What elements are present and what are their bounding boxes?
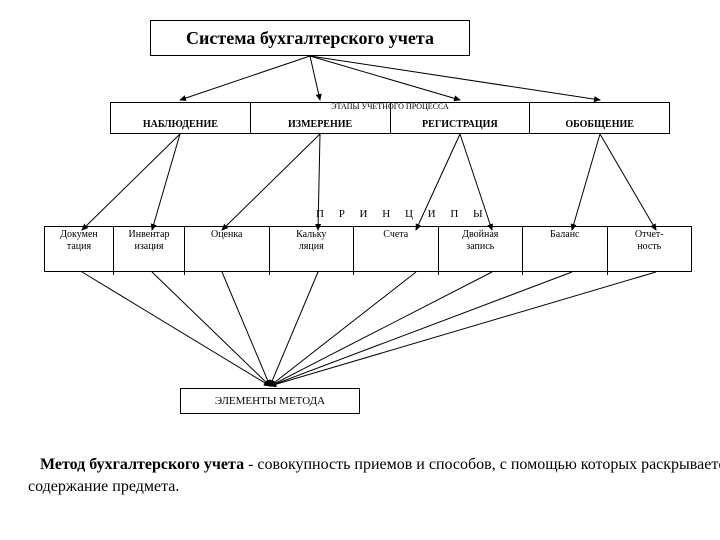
elements-text: ЭЛЕМЕНТЫ МЕТОДА: [215, 395, 325, 407]
leaf-3: Кальку ляция: [270, 227, 355, 275]
bottom-text: Метод бухгалтерского учета - совокупност…: [0, 454, 720, 498]
leaf-5: Двойная запись: [439, 227, 524, 275]
leaf-4: Счета: [354, 227, 439, 275]
principles-label: П Р И Н Ц И П Ы: [316, 208, 489, 220]
leaf-1: Инвентар изация: [114, 227, 185, 275]
leaf-row-outer: Докумен тация Инвентар изация Оценка Кал…: [44, 226, 692, 272]
elements-box: ЭЛЕМЕНТЫ МЕТОДА: [180, 388, 360, 414]
leaf-0: Докумен тация: [45, 227, 114, 275]
title-box: Система бухгалтерского учета: [150, 20, 470, 56]
stages-label: ЭТАПЫ УЧЕТНОГО ПРОЦЕССА: [111, 102, 669, 111]
leaf-6: Баланс: [523, 227, 608, 275]
leaf-2: Оценка: [185, 227, 270, 275]
stage-row-outer: ЭТАПЫ УЧЕТНОГО ПРОЦЕССА НАБЛЮДЕНИЕ ИЗМЕР…: [110, 102, 670, 134]
leaf-7: Отчет- ность: [608, 227, 692, 275]
title-text: Система бухгалтерского учета: [186, 28, 434, 49]
